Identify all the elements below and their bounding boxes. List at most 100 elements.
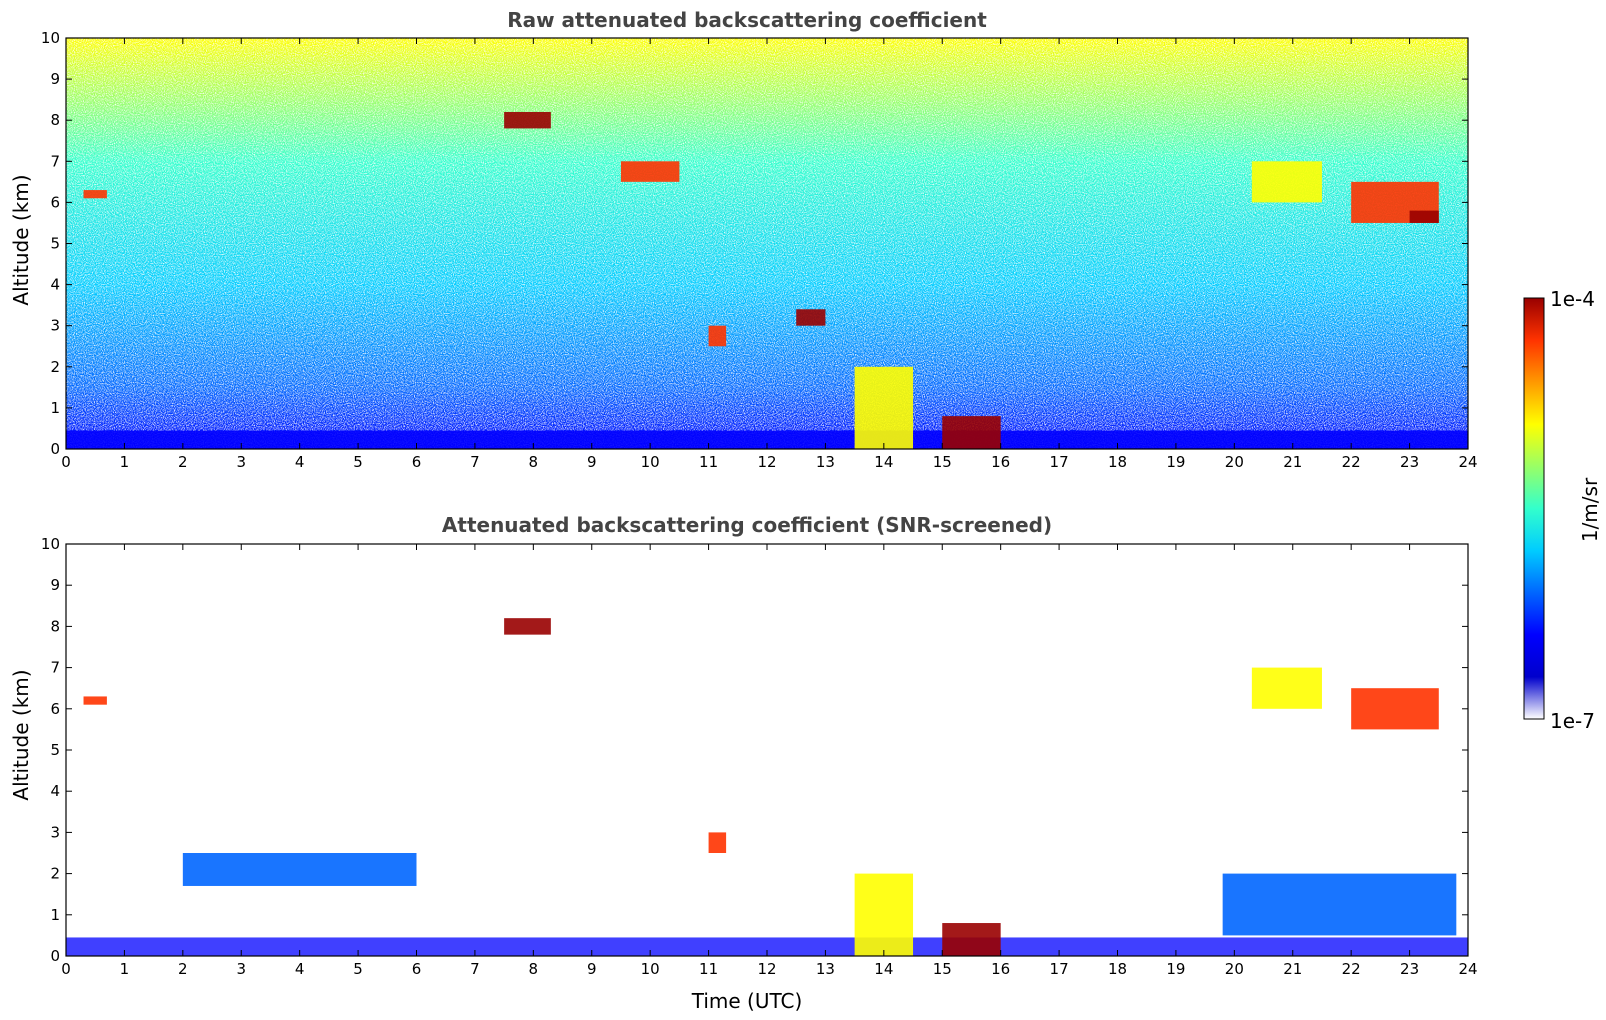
cloud-feature (620, 161, 680, 182)
x-tick-label: 11 (699, 960, 718, 978)
y-tick-label: 1 (50, 399, 60, 417)
colorbar-min-label: 1e-7 (1550, 709, 1595, 733)
cloud-feature (942, 416, 1001, 449)
x-tick-label: 4 (295, 453, 305, 471)
x-tick-label: 5 (353, 453, 363, 471)
x-tick-label: 10 (641, 960, 660, 978)
y-axis-label: Altitude (km) (9, 174, 33, 305)
x-tick-label: 1 (120, 453, 130, 471)
x-tick-label: 19 (1166, 453, 1185, 471)
y-tick-label: 4 (50, 782, 60, 800)
y-tick-label: 8 (50, 617, 60, 635)
colorbar-max-label: 1e-4 (1550, 287, 1595, 311)
x-tick-label: 8 (529, 960, 539, 978)
x-tick-label: 17 (1050, 453, 1069, 471)
cloud-feature (1251, 667, 1322, 709)
x-tick-label: 13 (816, 960, 835, 978)
y-tick-label: 6 (50, 700, 60, 718)
x-tick-label: 7 (470, 960, 480, 978)
snr-screened-panel: Attenuated backscattering coefficient (S… (9, 513, 1478, 1013)
x-tick-label: 24 (1458, 453, 1477, 471)
x-tick-label: 4 (295, 960, 305, 978)
x-tick-label: 3 (236, 453, 246, 471)
x-tick-label: 0 (61, 453, 71, 471)
x-tick-label: 3 (236, 960, 246, 978)
cloud-feature (83, 190, 107, 199)
y-tick-label: 0 (50, 440, 60, 458)
colorbar: 1e-4 1e-7 1/m/sr (1523, 287, 1602, 733)
x-tick-label: 20 (1225, 453, 1244, 471)
colorbar-gradient (1523, 297, 1545, 720)
y-tick-label: 3 (50, 317, 60, 335)
y-tick-label: 2 (50, 865, 60, 883)
x-tick-label: 16 (991, 960, 1010, 978)
x-tick-label: 14 (874, 960, 893, 978)
cloud-feature (1222, 873, 1457, 936)
y-tick-label: 0 (50, 947, 60, 965)
x-tick-label: 24 (1458, 960, 1477, 978)
y-axis-label: Altitude (km) (9, 669, 33, 800)
x-tick-label: 8 (529, 453, 539, 471)
panel-title: Attenuated backscattering coefficient (S… (442, 513, 1052, 537)
y-tick-label: 4 (50, 276, 60, 294)
x-tick-label: 7 (470, 453, 480, 471)
heatmap-image (66, 38, 1468, 449)
y-tick-label: 8 (50, 111, 60, 129)
x-tick-label: 18 (1108, 453, 1127, 471)
x-tick-label: 15 (933, 960, 952, 978)
y-tick-label: 9 (50, 70, 60, 88)
cloud-feature (942, 923, 1001, 956)
cloud-feature (1351, 688, 1439, 730)
x-axis-label: Time (UTC) (691, 989, 803, 1013)
x-tick-label: 9 (587, 960, 597, 978)
x-tick-label: 23 (1400, 960, 1419, 978)
x-tick-label: 17 (1050, 960, 1069, 978)
x-tick-label: 16 (991, 453, 1010, 471)
background-signal (66, 38, 1468, 449)
x-tick-label: 22 (1342, 960, 1361, 978)
y-tick-label: 7 (50, 152, 60, 170)
x-tick-label: 9 (587, 453, 597, 471)
cloud-feature (708, 832, 727, 853)
y-tick-label: 5 (50, 741, 60, 759)
cloud-feature (1251, 161, 1322, 203)
cloud-feature (708, 325, 727, 347)
panel-title: Raw attenuated backscattering coefficien… (507, 8, 987, 32)
cloud-feature (504, 111, 551, 129)
x-tick-label: 18 (1108, 960, 1127, 978)
x-tick-label: 21 (1283, 453, 1302, 471)
x-tick-label: 14 (874, 453, 893, 471)
x-tick-label: 20 (1225, 960, 1244, 978)
cloud-feature (83, 696, 107, 705)
y-tick-label: 9 (50, 576, 60, 594)
cloud-feature (182, 853, 417, 886)
x-tick-label: 5 (353, 960, 363, 978)
x-tick-label: 12 (757, 960, 776, 978)
cloud-feature (796, 309, 826, 326)
y-tick-label: 3 (50, 823, 60, 841)
y-tick-label: 1 (50, 906, 60, 924)
y-tick-label: 7 (50, 659, 60, 677)
x-tick-label: 13 (816, 453, 835, 471)
x-tick-label: 2 (178, 960, 188, 978)
x-tick-label: 12 (757, 453, 776, 471)
x-tick-label: 11 (699, 453, 718, 471)
cloud-feature (854, 873, 914, 956)
cloud-feature (854, 366, 914, 449)
x-tick-label: 6 (412, 453, 422, 471)
x-tick-label: 2 (178, 453, 188, 471)
axis-ticks: 0 1 2 3 4 5 6 7 8 9 10 11 12 13 14 15 16 17 18 19 20 21 22 23 24… (41, 535, 1478, 978)
x-tick-label: 19 (1166, 960, 1185, 978)
heatmap-image (66, 544, 1468, 956)
x-tick-label: 23 (1400, 453, 1419, 471)
x-tick-label: 6 (412, 960, 422, 978)
y-tick-label: 2 (50, 358, 60, 376)
y-tick-label: 10 (41, 29, 60, 47)
colorbar-unit-label: 1/m/sr (1578, 477, 1602, 542)
x-tick-label: 0 (61, 960, 71, 978)
x-tick-label: 10 (641, 453, 660, 471)
y-tick-label: 5 (50, 235, 60, 253)
x-tick-label: 15 (933, 453, 952, 471)
axis-ticks: 0 1 2 3 4 5 6 7 8 9 10 11 12 13 14 15 16 17 18 19 20 21 22 23 24… (41, 29, 1478, 471)
